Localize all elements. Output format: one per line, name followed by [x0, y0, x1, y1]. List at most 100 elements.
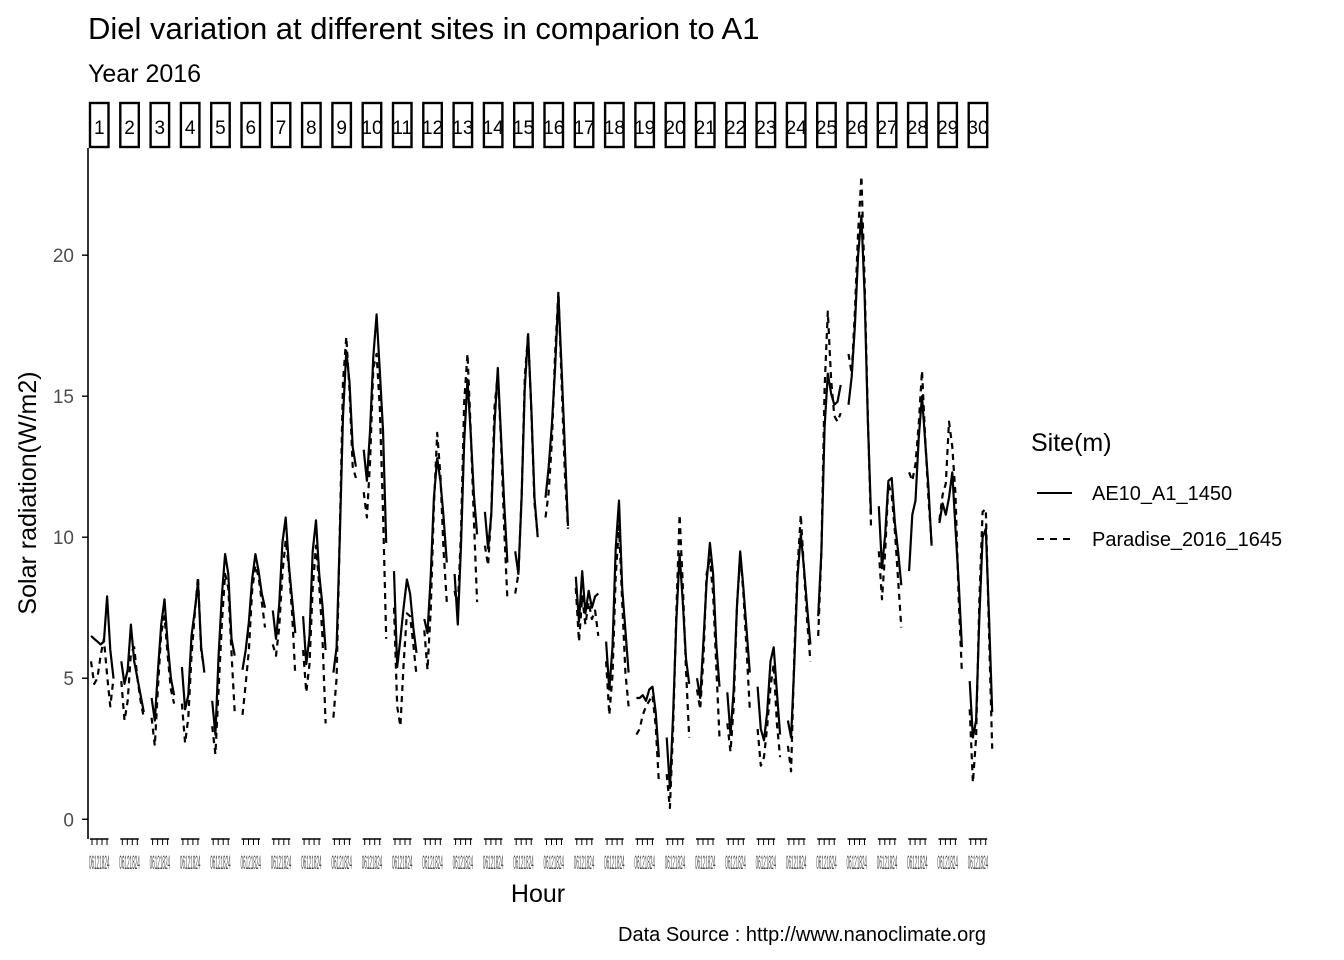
facet-strip — [513, 101, 534, 149]
chart-title: Diel variation at different sites in com… — [88, 11, 759, 46]
facet-strip-label: 1 — [94, 118, 105, 139]
chart-subtitle: Year 2016 — [88, 60, 201, 88]
facet-strip — [300, 101, 322, 149]
facet-x-tick-labels: 06121824 — [574, 853, 595, 874]
facet-x-tick-labels: 06121824 — [392, 853, 413, 874]
series-paradise-line — [695, 558, 721, 738]
series-ae10-a1-line — [453, 378, 479, 626]
series-ae10-a1-line — [756, 646, 782, 742]
facet-x-tick-labels: 06121824 — [271, 853, 292, 874]
series-ae10-a1-line — [908, 395, 933, 572]
series-paradise-line — [180, 575, 206, 745]
facet-strip-label: 7 — [276, 118, 287, 139]
facet-strip-label: 13 — [452, 118, 473, 139]
y-tick-label: 5 — [63, 669, 74, 690]
facet-strip — [603, 101, 625, 149]
facet-x-tick-labels: 06121824 — [180, 853, 201, 874]
series-paradise-line — [362, 352, 388, 639]
facet-strip — [967, 101, 989, 149]
facet-strip-label: 26 — [846, 118, 867, 139]
facet-strip — [755, 101, 777, 149]
series-paradise-line — [332, 335, 357, 718]
facet-x-tick-labels: 06121824 — [301, 853, 322, 874]
facet-x-tick-labels: 06121824 — [937, 853, 958, 874]
series-ae10-a1-line — [514, 333, 539, 576]
series-paradise-line — [392, 607, 418, 728]
series-ae10-a1-line — [877, 476, 903, 586]
facet-x-tick-labels: 06121824 — [968, 853, 989, 874]
facet-x-tick-labels: 06121824 — [362, 853, 383, 874]
series-paradise-line — [150, 615, 176, 748]
facet-x-tick-labels: 06121824 — [756, 853, 777, 874]
facet-x-tick-labels: 06121824 — [453, 853, 474, 874]
series-paradise-line — [847, 175, 873, 526]
series-paradise-line — [877, 482, 903, 628]
facet-strip — [361, 101, 383, 149]
facet-strip-label: 15 — [513, 118, 534, 139]
facet-strip — [846, 101, 868, 149]
series-paradise-line — [605, 524, 630, 717]
facet-strip-label: 19 — [634, 118, 655, 139]
y-axis-ticks: 0 5 10 15 20 — [53, 246, 88, 831]
series-ae10-a1-line — [938, 471, 963, 648]
series-paradise-line — [908, 369, 933, 543]
facet-strip — [391, 101, 413, 149]
y-tick-label: 15 — [53, 387, 74, 408]
facet-strip-label: 10 — [361, 118, 382, 139]
y-tick-label: 20 — [53, 246, 74, 267]
facet-strip-label: 29 — [937, 118, 958, 139]
series-paradise-line — [665, 513, 691, 810]
legend-label-series-1: AE10_A1_1450 — [1092, 483, 1232, 505]
facet-strip-label: 30 — [967, 118, 988, 139]
series-paradise-line — [453, 352, 479, 609]
y-tick-label: 0 — [63, 810, 74, 831]
facet-x-tick-labels: 06121824 — [695, 853, 716, 874]
facet-strip — [816, 101, 837, 149]
facet-strip — [906, 101, 928, 149]
facet-strip — [482, 101, 504, 149]
facet-strip-label: 5 — [215, 118, 226, 139]
facet-strip-label: 24 — [786, 118, 808, 139]
facet-strip-label: 4 — [185, 118, 196, 139]
series-ae10-a1-line — [847, 214, 873, 515]
series-paradise-line — [635, 694, 660, 783]
series-paradise-line — [756, 662, 782, 767]
series-ae10-a1-line — [150, 598, 176, 722]
y-axis-title: Solar radiation(W/m2) — [14, 371, 42, 614]
facet-x-tick-labels: 06121824 — [725, 853, 746, 874]
series-ae10-a1-line — [392, 571, 418, 669]
series-ae10-a1-line — [211, 552, 236, 736]
series-ae10-a1-line — [605, 499, 630, 691]
chart-caption: Data Source : http://www.nanoclimate.org — [618, 924, 986, 946]
y-tick-label: 10 — [53, 528, 74, 549]
series-paradise-line — [817, 310, 842, 636]
series-ae10-a1-line — [241, 552, 267, 670]
facet-strip — [694, 101, 716, 149]
series-ae10-a1-line — [271, 516, 297, 640]
facet-x-tick-labels: 06121824 — [119, 853, 140, 874]
x-axis-title: Hour — [511, 880, 565, 908]
series-paradise-line — [241, 564, 267, 716]
legend-title: Site(m) — [1031, 429, 1112, 457]
series-paradise-line — [574, 587, 600, 643]
facet-x-tick-labels: 06121824 — [847, 853, 868, 874]
series-paradise-line — [271, 538, 297, 676]
facet-strip — [240, 101, 262, 149]
series-ae10-a1-line — [302, 519, 327, 666]
facet-x-tick-labels: 06121824 — [634, 853, 655, 874]
series-ae10-a1-line — [90, 595, 115, 679]
facet-strip — [452, 101, 474, 149]
facet-strip — [634, 101, 656, 149]
series-ae10-a1-line — [362, 313, 388, 543]
series-ae10-a1-line — [786, 533, 812, 739]
facet-strip-label: 17 — [573, 118, 594, 139]
series-paradise-line — [483, 372, 509, 600]
series-ae10-a1-line — [574, 569, 600, 623]
facet-x-tick-labels: 06121824 — [907, 853, 928, 874]
facet-strip-label: 27 — [876, 118, 897, 139]
facet-strip-label: 12 — [422, 118, 443, 139]
series-ae10-a1-line — [695, 541, 721, 700]
facet-x-tick-labels: 06121824 — [513, 853, 534, 874]
facet-strip-label: 14 — [483, 118, 505, 139]
